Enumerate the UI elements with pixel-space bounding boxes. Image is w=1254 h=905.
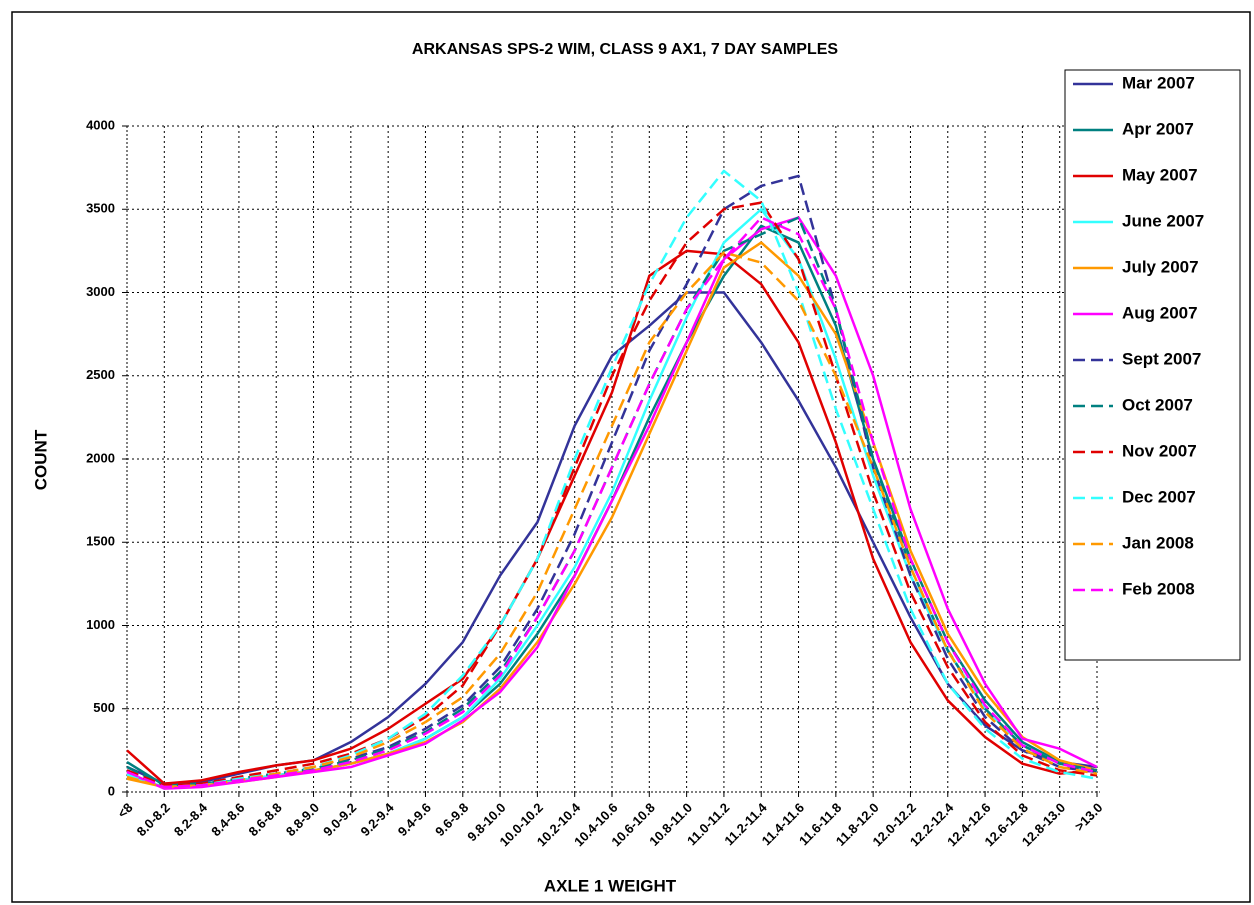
series-line (126, 201, 1098, 787)
y-tick-label: 1000 (86, 617, 115, 632)
legend-label: Jan 2008 (1122, 533, 1194, 552)
legend-label: Oct 2007 (1122, 395, 1193, 414)
legend-label: June 2007 (1122, 211, 1204, 230)
legend-label: May 2007 (1122, 165, 1198, 184)
chart-title: ARKANSAS SPS-2 WIM, CLASS 9 AX1, 7 DAY S… (412, 41, 838, 58)
series-line (126, 249, 1098, 785)
series-line (126, 216, 1098, 790)
y-axis-label: COUNT (31, 429, 50, 490)
y-tick-label: 0 (108, 783, 115, 798)
legend-label: Feb 2008 (1122, 579, 1195, 598)
y-tick-label: 4000 (86, 117, 115, 132)
y-tick-label: 3000 (86, 284, 115, 299)
y-tick-label: 500 (93, 700, 115, 715)
y-tick-label: 2500 (86, 367, 115, 382)
y-tick-label: 2000 (86, 450, 115, 465)
series-line (126, 216, 1098, 789)
legend-label: Mar 2007 (1122, 73, 1195, 92)
legend-label: Apr 2007 (1122, 119, 1194, 138)
legend-label: July 2007 (1122, 257, 1199, 276)
y-tick-label: 3500 (86, 201, 115, 216)
legend-label: Aug 2007 (1122, 303, 1198, 322)
series-line (126, 251, 1098, 789)
y-tick-label: 1500 (86, 534, 115, 549)
x-axis-label: AXLE 1 WEIGHT (544, 876, 677, 895)
legend-box (1064, 69, 1241, 661)
legend-label: Dec 2007 (1122, 487, 1196, 506)
legend-label: Nov 2007 (1122, 441, 1197, 460)
legend-label: Sept 2007 (1122, 349, 1201, 368)
